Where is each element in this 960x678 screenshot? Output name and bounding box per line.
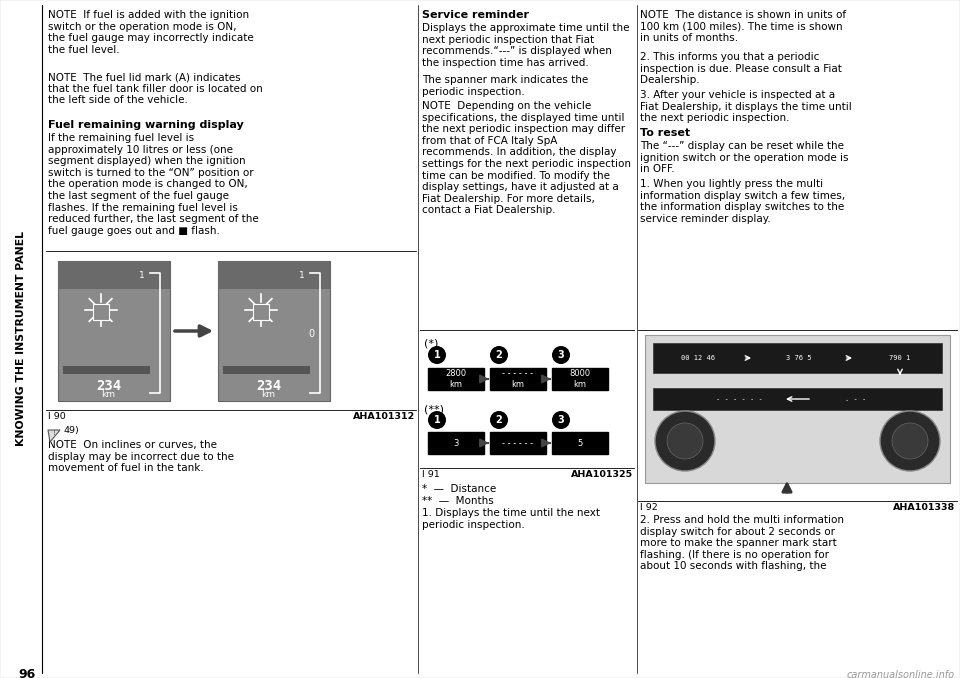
Bar xyxy=(218,261,330,401)
Text: The spanner mark indicates the
periodic inspection.: The spanner mark indicates the periodic … xyxy=(422,75,588,96)
Bar xyxy=(428,432,484,454)
Text: 3 76 5: 3 76 5 xyxy=(786,355,812,361)
Text: 96: 96 xyxy=(18,668,36,678)
Text: 790 1: 790 1 xyxy=(889,355,911,361)
Text: (*): (*) xyxy=(424,339,439,349)
Text: 2: 2 xyxy=(495,415,502,425)
Text: Service reminder: Service reminder xyxy=(422,10,529,20)
Text: carmanualsonline.info: carmanualsonline.info xyxy=(847,670,955,678)
Text: km: km xyxy=(102,390,115,399)
Bar xyxy=(552,368,608,390)
Text: (**): (**) xyxy=(424,404,444,414)
Text: - - - - - -: - - - - - - xyxy=(502,439,534,447)
Text: 2: 2 xyxy=(495,350,502,360)
Text: 00 12 46: 00 12 46 xyxy=(681,355,715,361)
Text: 3: 3 xyxy=(558,415,564,425)
Bar xyxy=(92,304,108,320)
Text: - - - - - -: - - - - - - xyxy=(716,396,763,402)
Circle shape xyxy=(667,423,703,459)
Bar xyxy=(653,388,942,410)
Text: To reset: To reset xyxy=(640,128,690,138)
Circle shape xyxy=(428,346,446,364)
Polygon shape xyxy=(48,430,60,442)
Text: 234: 234 xyxy=(96,379,121,393)
Text: The “---” display can be reset while the
ignition switch or the operation mode i: The “---” display can be reset while the… xyxy=(640,141,849,174)
Text: 5: 5 xyxy=(577,439,583,447)
Bar xyxy=(218,261,330,289)
Text: 234: 234 xyxy=(255,379,281,393)
Text: *  —  Distance: * — Distance xyxy=(422,484,496,494)
Text: 1. Displays the time until the next
periodic inspection.: 1. Displays the time until the next peri… xyxy=(422,508,600,530)
Text: AHA101338: AHA101338 xyxy=(893,503,955,512)
Text: 3: 3 xyxy=(558,350,564,360)
Text: 0: 0 xyxy=(308,329,314,339)
Text: 1: 1 xyxy=(434,415,441,425)
Text: NOTE  If fuel is added with the ignition
switch or the operation mode is ON,
the: NOTE If fuel is added with the ignition … xyxy=(48,10,253,55)
Text: 8000
km: 8000 km xyxy=(569,370,590,388)
Text: **  —  Months: ** — Months xyxy=(422,496,493,506)
Bar xyxy=(252,304,269,320)
Circle shape xyxy=(490,411,508,429)
Text: 2. Press and hold the multi information
display switch for about 2 seconds or
mo: 2. Press and hold the multi information … xyxy=(640,515,844,572)
Text: Displays the approximate time until the
next periodic inspection that Fiat
recom: Displays the approximate time until the … xyxy=(422,23,630,68)
Bar xyxy=(490,432,546,454)
Text: AHA101325: AHA101325 xyxy=(571,470,633,479)
Text: - - - - - -
km: - - - - - - km xyxy=(502,370,534,388)
Text: 1: 1 xyxy=(300,271,305,280)
Bar xyxy=(552,432,608,454)
Text: 3: 3 xyxy=(453,439,459,447)
Text: Fuel remaining warning display: Fuel remaining warning display xyxy=(48,120,244,130)
Text: I 91: I 91 xyxy=(422,470,440,479)
Text: KNOWING THE INSTRUMENT PANEL: KNOWING THE INSTRUMENT PANEL xyxy=(16,231,26,447)
Bar xyxy=(653,343,942,373)
Bar xyxy=(645,335,950,483)
Bar xyxy=(58,261,170,289)
Circle shape xyxy=(552,411,570,429)
Text: NOTE  On inclines or curves, the
display may be incorrect due to the
movement of: NOTE On inclines or curves, the display … xyxy=(48,440,234,473)
Circle shape xyxy=(655,411,715,471)
Text: . - -: . - - xyxy=(845,396,866,402)
Bar xyxy=(223,366,310,374)
Bar xyxy=(58,261,170,401)
Text: NOTE  The fuel lid mark (A) indicates
that the fuel tank filler door is located : NOTE The fuel lid mark (A) indicates tha… xyxy=(48,72,263,105)
Text: If the remaining fuel level is
approximately 10 litres or less (one
segment disp: If the remaining fuel level is approxima… xyxy=(48,133,259,236)
Text: km: km xyxy=(261,390,276,399)
Text: 1. When you lightly press the multi
information display switch a few times,
the : 1. When you lightly press the multi info… xyxy=(640,179,845,224)
Text: 2800
km: 2800 km xyxy=(445,370,467,388)
Text: 3. After your vehicle is inspected at a
Fiat Dealership, it displays the time un: 3. After your vehicle is inspected at a … xyxy=(640,90,852,123)
Text: NOTE  Depending on the vehicle
specifications, the displayed time until
the next: NOTE Depending on the vehicle specificat… xyxy=(422,101,631,216)
Circle shape xyxy=(490,346,508,364)
Circle shape xyxy=(892,423,928,459)
Text: I 90: I 90 xyxy=(48,412,65,421)
Text: 2. This informs you that a periodic
inspection is due. Please consult a Fiat
Dea: 2. This informs you that a periodic insp… xyxy=(640,52,842,85)
Text: AHA101312: AHA101312 xyxy=(352,412,415,421)
Text: NOTE  The distance is shown in units of
100 km (100 miles). The time is shown
in: NOTE The distance is shown in units of 1… xyxy=(640,10,846,43)
Text: I 92: I 92 xyxy=(640,503,658,512)
Circle shape xyxy=(880,411,940,471)
Text: 49): 49) xyxy=(63,426,79,435)
Text: 1: 1 xyxy=(434,350,441,360)
Bar xyxy=(63,366,150,374)
Text: 1: 1 xyxy=(139,271,145,280)
Bar xyxy=(490,368,546,390)
Circle shape xyxy=(428,411,446,429)
Circle shape xyxy=(552,346,570,364)
Bar xyxy=(428,368,484,390)
Text: !: ! xyxy=(53,430,56,436)
